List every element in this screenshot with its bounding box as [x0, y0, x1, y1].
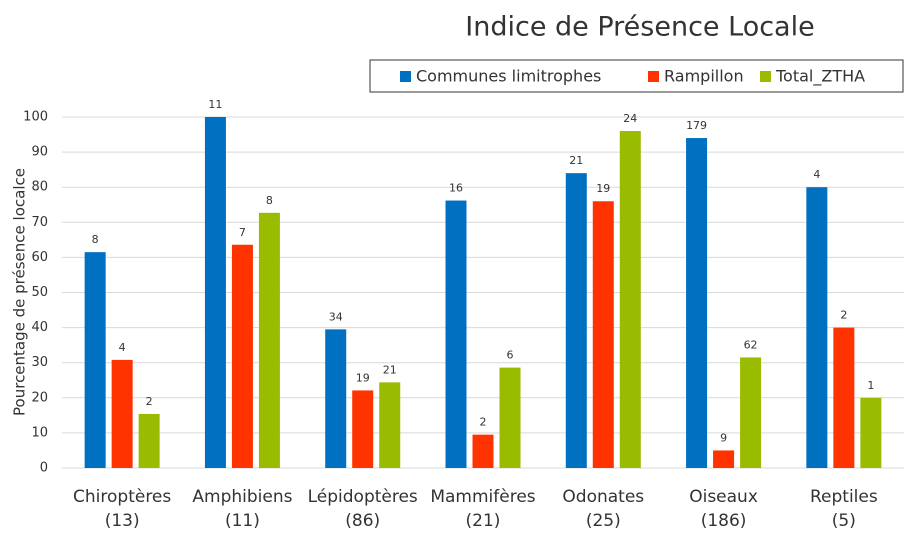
bar: [111, 359, 133, 468]
y-axis-label: Pourcentage de présence localce: [11, 168, 29, 416]
x-tick-label: (5): [832, 511, 856, 531]
y-tick-label: 80: [31, 180, 48, 195]
x-tick-label: (186): [701, 511, 747, 531]
x-tick-label: Amphibiens: [192, 487, 292, 507]
data-label: 8: [92, 233, 99, 246]
y-tick-label: 90: [31, 145, 48, 160]
bar: [806, 187, 828, 468]
data-label: 21: [383, 363, 397, 376]
data-label: 2: [146, 395, 153, 408]
bar: [231, 244, 253, 468]
data-label: 16: [449, 182, 463, 195]
bar: [860, 397, 882, 468]
data-label: 8: [266, 194, 273, 207]
bar: [84, 252, 106, 468]
legend-swatch: [400, 71, 411, 82]
y-tick-label: 70: [31, 215, 48, 230]
bar: [138, 413, 160, 468]
data-label: 11: [208, 98, 222, 111]
data-label: 4: [813, 168, 820, 181]
x-tick-label: Mammifères: [430, 487, 535, 507]
y-tick-label: 40: [31, 320, 48, 335]
data-label: 7: [239, 226, 246, 239]
x-tick-label: (25): [586, 511, 621, 531]
bar: [325, 329, 347, 468]
x-tick-label: (86): [345, 511, 380, 531]
x-tick-label: Oiseaux: [689, 487, 758, 507]
x-tick-label: (13): [105, 511, 140, 531]
data-label: 19: [356, 371, 370, 384]
x-tick-label: Reptiles: [810, 487, 878, 507]
data-label: 62: [744, 338, 758, 351]
data-label: 24: [623, 112, 637, 125]
bar: [686, 138, 708, 468]
bar: [499, 367, 521, 468]
legend-swatch: [760, 71, 771, 82]
chart-title: Indice de Présence Locale: [465, 12, 814, 43]
y-tick-label: 50: [31, 285, 48, 300]
x-tick-label: Lépidoptères: [308, 487, 418, 507]
data-label: 2: [840, 309, 847, 322]
bar: [592, 201, 614, 469]
x-tick-label: Odonates: [562, 487, 644, 507]
bar: [740, 357, 762, 468]
data-label: 6: [507, 349, 514, 362]
bar: [204, 117, 226, 468]
y-tick-label: 30: [31, 355, 48, 370]
data-label: 19: [596, 182, 610, 195]
legend-box: [369, 59, 904, 93]
y-tick-label: 60: [31, 250, 48, 265]
data-label: 2: [480, 416, 487, 429]
x-tick-label: (21): [466, 511, 501, 531]
y-tick-label: 0: [40, 461, 48, 476]
data-label: 21: [569, 154, 583, 167]
bar: [445, 200, 467, 468]
data-label: 34: [329, 310, 343, 323]
bar: [258, 212, 280, 468]
data-label: 4: [119, 341, 126, 354]
data-label: 9: [720, 431, 727, 444]
bar: [619, 131, 641, 469]
data-label: 1: [867, 379, 874, 392]
y-tick-label: 10: [31, 425, 48, 440]
bar: [379, 382, 401, 468]
legend-label: Rampillon: [664, 67, 744, 86]
legend-swatch: [648, 71, 659, 82]
bar: [713, 450, 735, 468]
legend-label: Total_ZTHA: [775, 67, 865, 87]
bar: [833, 327, 855, 468]
data-label: 179: [686, 119, 707, 132]
x-tick-label: (11): [225, 511, 260, 531]
legend-label: Communes limitrophes: [416, 67, 601, 86]
y-tick-label: 100: [23, 110, 48, 125]
x-tick-label: Chiroptères: [73, 487, 171, 507]
y-tick-label: 20: [31, 390, 48, 405]
bar: [565, 173, 587, 468]
bar: [472, 434, 494, 468]
bar: [352, 390, 374, 468]
